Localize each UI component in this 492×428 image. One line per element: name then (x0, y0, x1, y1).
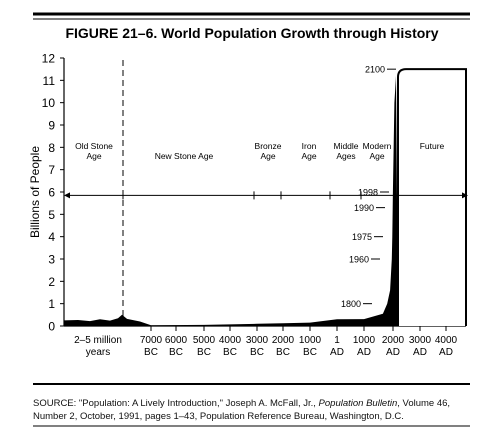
era-label-2: Age (369, 151, 384, 161)
y-tick-label: 3 (48, 253, 55, 267)
y-tick-label: 9 (48, 119, 55, 133)
era-label-2: Age (260, 151, 275, 161)
y-tick-label: 2 (48, 275, 55, 289)
x-tick-label: 3000 (246, 335, 269, 346)
annotation-label: 2100 (365, 65, 385, 75)
figure-title: FIGURE 21–6. World Population Growth thr… (65, 25, 438, 41)
x-tick-label-2: AD (386, 347, 400, 358)
x-tick-label: 2000 (382, 335, 405, 346)
y-tick-label: 7 (48, 163, 55, 177)
x-tick-label-2: AD (330, 347, 344, 358)
x-tick-label: 6000 (165, 335, 188, 346)
x-ticks: 2–5 millionyears7000BC6000BC5000BC4000BC… (74, 326, 458, 358)
source-journal: Population Bulletin (318, 398, 398, 409)
era-label: Iron (302, 141, 317, 151)
y-tick-label: 8 (48, 141, 55, 155)
y-tick-label: 1 (48, 297, 55, 311)
y-tick-label: 10 (42, 96, 56, 110)
x-tick-label: 2–5 million (74, 335, 122, 346)
x-tick-label-2: BC (144, 347, 158, 358)
annotation-label: 1998 (358, 188, 378, 198)
population-area (64, 75, 398, 327)
source-prefix: SOURCE: "Population: A Lively Introducti… (33, 398, 319, 409)
x-tick-label: 3000 (409, 335, 432, 346)
annotation-label: 1800 (341, 299, 361, 309)
x-tick-label: 4000 (219, 335, 242, 346)
x-tick-label: 4000 (435, 335, 458, 346)
source-suffix: , Volume 46, Number 2, October, 1991, pa… (33, 398, 451, 422)
era-label: Middle (333, 141, 358, 151)
x-tick-label-2: years (86, 347, 110, 358)
era-timeline (64, 191, 468, 200)
x-tick-label: 1000 (353, 335, 376, 346)
x-tick-label: 1 (334, 335, 340, 346)
x-tick-label-2: AD (413, 347, 427, 358)
x-tick-label-2: AD (357, 347, 371, 358)
x-tick-label-2: BC (197, 347, 211, 358)
era-label: New Stone Age (155, 151, 214, 161)
x-tick-label: 5000 (193, 335, 216, 346)
x-tick-label: 1000 (299, 335, 322, 346)
x-tick-label-2: BC (250, 347, 264, 358)
x-tick-label-2: BC (223, 347, 237, 358)
y-tick-label: 6 (48, 186, 55, 200)
y-tick-label: 12 (42, 52, 56, 66)
era-label-2: Age (301, 151, 316, 161)
y-tick-label: 0 (48, 320, 55, 334)
x-tick-label-2: BC (303, 347, 317, 358)
era-label: Future (420, 141, 445, 151)
arrow-left-icon (64, 192, 70, 199)
era-label: Bronze (255, 141, 282, 151)
era-label-2: Ages (336, 151, 355, 161)
y-tick-label: 11 (43, 74, 56, 88)
x-tick-label: 7000 (140, 335, 163, 346)
y-tick-label: 5 (48, 208, 55, 222)
era-label: Modern (363, 141, 392, 151)
y-tick-label: 4 (48, 230, 55, 244)
year-annotations: 1800 1960 1975 1990 1998 2100 (341, 65, 396, 309)
future-region-box (397, 68, 467, 326)
era-label-2: Age (86, 151, 101, 161)
x-tick-label-2: BC (276, 347, 290, 358)
era-label: Old Stone (75, 141, 113, 151)
x-tick-label: 2000 (272, 335, 295, 346)
x-tick-label-2: BC (169, 347, 183, 358)
annotation-label: 1990 (354, 203, 374, 213)
source-note: SOURCE: "Population: A Lively Introducti… (33, 397, 483, 423)
x-tick-label-2: AD (439, 347, 453, 358)
y-axis-label: Billions of People (28, 146, 42, 238)
annotation-label: 1975 (352, 232, 372, 242)
arrow-right-icon (462, 192, 468, 199)
annotation-label: 1960 (349, 255, 369, 265)
